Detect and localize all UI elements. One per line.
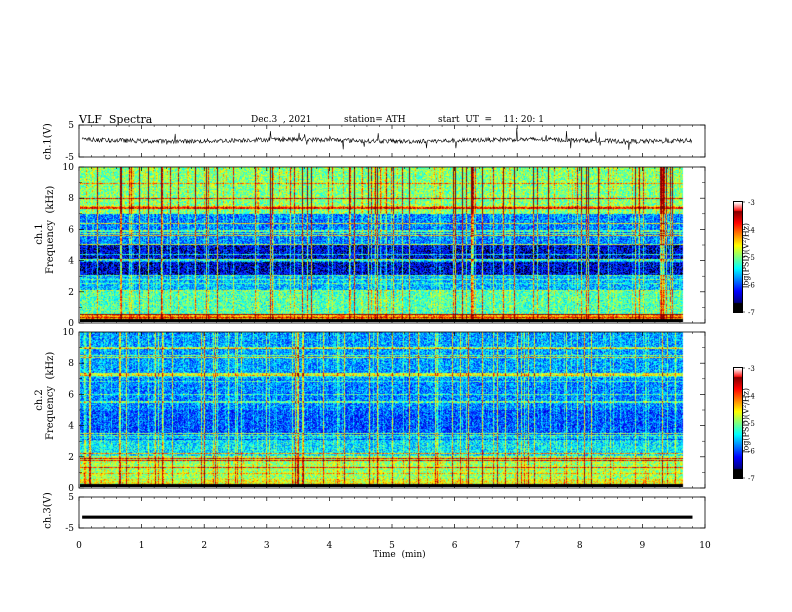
date-label: Dec.3 , 2021 xyxy=(251,115,312,125)
y-tick-label: 4 xyxy=(68,257,74,267)
y-tick-label: 10 xyxy=(63,163,75,173)
time-axis-label: Time (min) xyxy=(373,550,426,560)
y-tick-label: 0 xyxy=(68,319,74,329)
colorbar-tick-label: -6 xyxy=(748,282,755,290)
y-tick-label: -5 xyxy=(65,524,74,534)
y-tick-label: 8 xyxy=(68,194,74,204)
ch3-trace xyxy=(82,515,693,519)
y-tick-label: 6 xyxy=(68,390,74,400)
colorbar-tick-label: -4 xyxy=(748,393,755,401)
colorbar-tick-label: -6 xyxy=(748,448,755,456)
y-tick-label: 4 xyxy=(68,422,74,432)
colorbar-tick-label: -4 xyxy=(748,227,755,235)
panel-frame xyxy=(78,496,706,529)
y-tick-label: -5 xyxy=(65,153,74,163)
colorbar-tick-label: -5 xyxy=(748,254,755,262)
ch1-trace xyxy=(81,127,693,150)
y-tick-label: 8 xyxy=(68,359,74,369)
start-time-label: start UT = 11: 20: 1 xyxy=(438,115,544,125)
x-tick-label: 1 xyxy=(139,541,145,551)
x-tick-label: 7 xyxy=(514,541,520,551)
y-tick-label: 2 xyxy=(68,288,74,298)
x-tick-label: 9 xyxy=(640,541,646,551)
ch1-spectrogram xyxy=(80,167,692,322)
station-label: station= ATH xyxy=(344,115,406,125)
x-tick-label: 0 xyxy=(76,541,82,551)
x-tick-label: 5 xyxy=(389,541,395,551)
colorbar-tick-label: -3 xyxy=(748,365,755,373)
y-tick-label: 10 xyxy=(63,328,75,338)
panel-frame xyxy=(78,331,706,489)
x-tick-label: 10 xyxy=(699,541,711,551)
x-tick-label: 2 xyxy=(201,541,207,551)
x-tick-label: 8 xyxy=(577,541,583,551)
ch2-spectrogram xyxy=(80,332,692,487)
colorbar-tick-label: -7 xyxy=(748,309,755,317)
panel-frame xyxy=(78,166,706,324)
y-tick-label: 2 xyxy=(68,453,74,463)
colorbar-tick-label: -3 xyxy=(748,199,755,207)
y-tick-label: 6 xyxy=(68,225,74,235)
colorbar-tick-label: -7 xyxy=(748,475,755,483)
x-tick-label: 6 xyxy=(452,541,458,551)
colorbar-tick-label: -5 xyxy=(748,420,755,428)
y-tick-label: 5 xyxy=(68,121,74,131)
chart-title: VLF Spectra xyxy=(79,113,153,126)
x-tick-label: 4 xyxy=(327,541,333,551)
y-tick-label: 0 xyxy=(68,484,74,494)
x-tick-label: 3 xyxy=(264,541,270,551)
y-tick-label: 5 xyxy=(68,493,74,503)
